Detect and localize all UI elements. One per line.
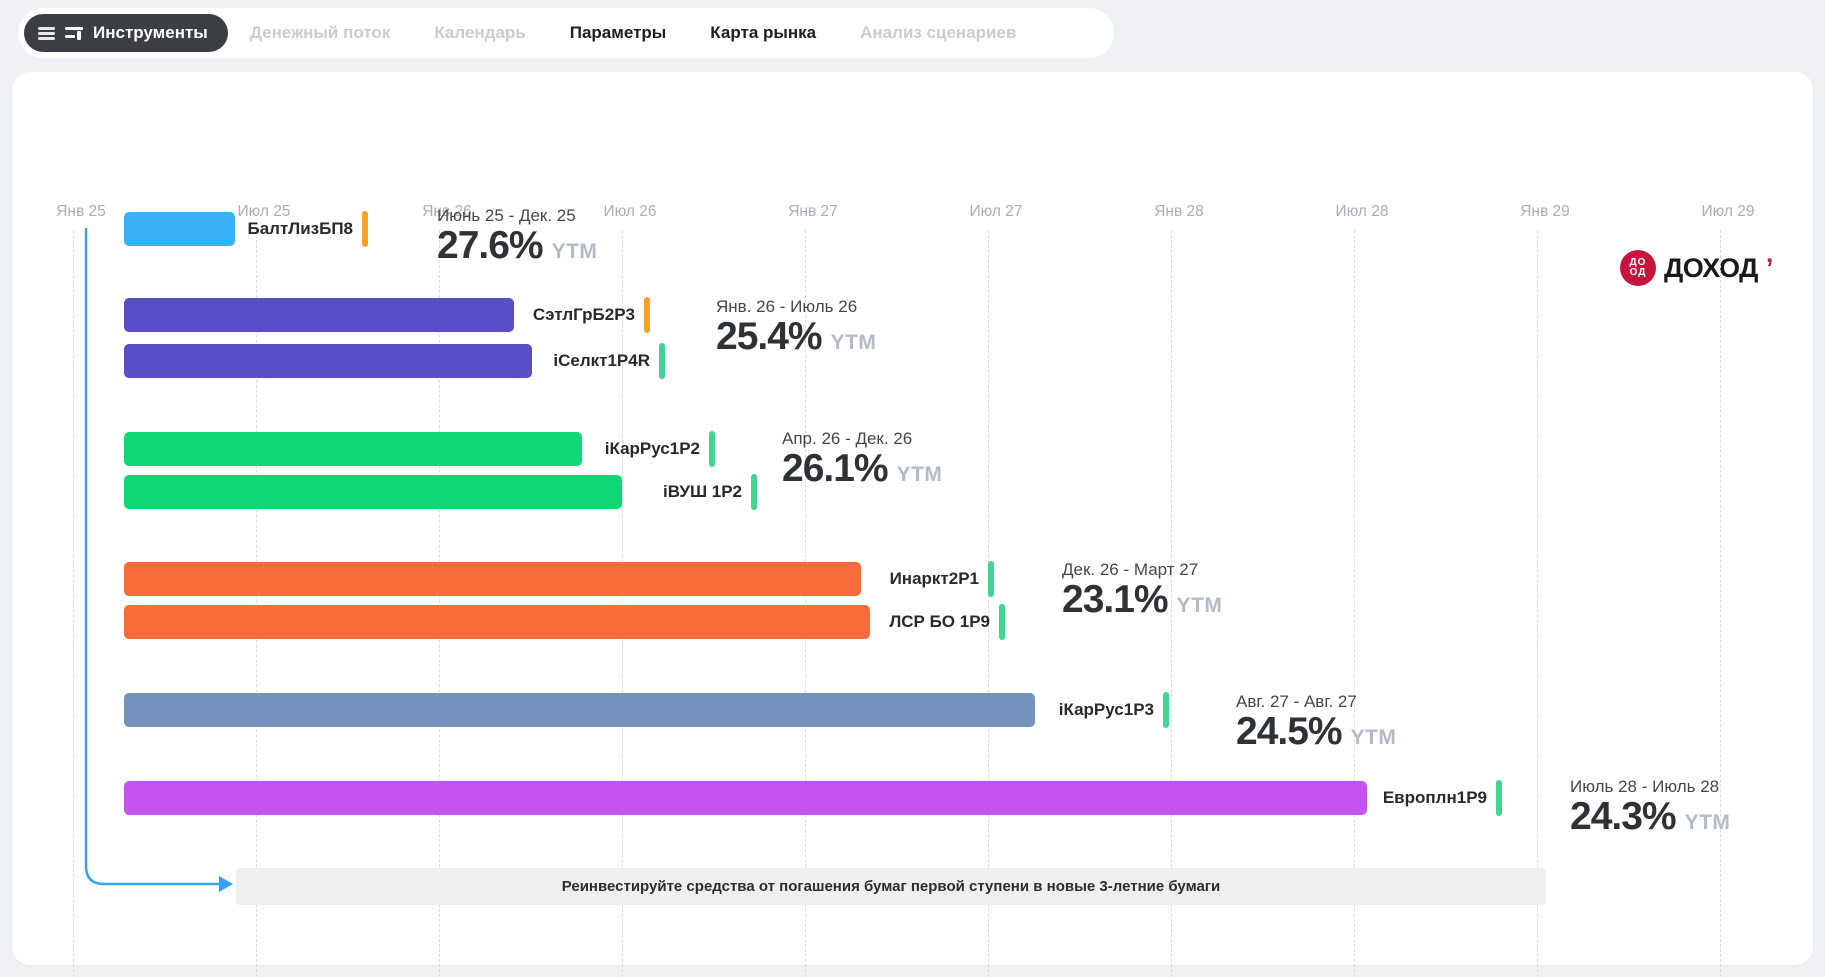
maturity-tick [1163,692,1169,728]
gridline [805,230,806,977]
top-nav: Инструменты Денежный поток Календарь Парам… [18,8,1114,58]
maturity-tick [999,604,1005,640]
bond-bar[interactable] [124,562,861,596]
bond-label: Инаркт2Р1 [889,569,979,588]
gridline [73,230,74,977]
gridline [439,230,440,977]
annotation-ytm-value: 27.6% [437,224,544,267]
maturity-tick [362,211,368,247]
annotation-ytm-value: 26.1% [782,447,889,490]
bond-bar[interactable] [124,432,582,466]
annotation-ytm-unit: YTM [1684,811,1731,834]
bond-label: iВУШ 1Р2 [663,482,742,501]
maturity-tick [1496,780,1502,816]
annotation-date-range: Янв. 26 - Июль 26 [716,297,858,316]
gridline [1720,230,1721,977]
bond-bar[interactable] [124,475,622,509]
bond-bar[interactable] [124,693,1035,727]
annotation-ytm-unit: YTM [1176,594,1223,617]
maturity-tick [644,297,650,333]
ytm-annotation: Янв. 26 - Июль 26 25.4% YTM [716,296,876,357]
bond-bar[interactable] [124,212,235,246]
ytm-annotation: Авг. 27 - Авг. 27 24.5% YTM [1236,691,1396,752]
annotation-ytm-unit: YTM [551,240,598,263]
bond-ladder-chart: ДО ОД ДОХОД ’ Янв 25 Июл 25 Янв 26 Июл 26 Янв… [12,72,1813,977]
nav-tab-2[interactable]: Календарь [434,23,526,42]
maturity-tick [709,431,715,467]
bond-label: Европлн1Р9 [1382,788,1487,807]
bond-bar[interactable] [124,298,514,332]
maturity-tick [988,561,994,597]
nav-tab-5[interactable]: Анализ сценариев [860,23,1017,42]
reinvest-note: Реинвестируйте средства от погашения бум… [236,868,1546,905]
axis-tick-label: Июл 27 [969,203,1023,220]
chart-card: ДО ОД ДОХОД ’ Янв 25 Июл 25 Янв 26 Июл 26 Янв… [12,72,1813,977]
gridline [1537,230,1538,977]
ytm-annotation: Апр. 26 - Дек. 26 26.1% YTM [782,428,942,489]
gridline [1171,230,1172,977]
axis-tick-label: Янв 28 [1154,203,1204,220]
annotation-date-range: Авг. 27 - Авг. 27 [1236,692,1357,711]
axis-tick-label: Янв 29 [1520,203,1570,220]
bond-bar[interactable] [124,605,870,639]
annotation-date-range: Апр. 26 - Дек. 26 [782,429,913,448]
ytm-annotation: Июнь 25 - Дек. 25 27.6% YTM [437,205,597,266]
axis-tick-label: Июл 29 [1701,203,1755,220]
dohod-wordmark-accent: ’ [1765,252,1774,283]
instruments-button-label: Инструменты [93,23,208,42]
nav-tabs: Денежный поток Календарь Параметры Карта ры… [250,23,1017,43]
axis-tick-label: Янв 27 [788,203,838,220]
nav-tab-4[interactable]: Карта рынка [710,23,817,42]
maturity-tick [751,474,757,510]
gridline [256,230,257,977]
annotation-date-range: Дек. 26 - Март 27 [1062,560,1199,579]
annotation-ytm-unit: YTM [830,331,877,354]
bond-label: СэтлГрБ2Р3 [532,305,635,324]
bond-label: iСелкт1P4R [553,351,650,370]
bond-label: iКарРус1Р3 [1058,700,1154,719]
axis-tick-label: Июл 25 [237,203,291,220]
nav-tab-3[interactable]: Параметры [569,23,667,42]
ytm-annotation: Июль 28 - Июль 28 24.3% YTM [1570,776,1730,837]
gridline [622,230,623,977]
gridline [1354,230,1355,977]
annotation-ytm-value: 23.1% [1062,578,1169,621]
dohod-wordmark: ДОХОД [1664,252,1758,283]
bond-bar[interactable] [124,344,532,378]
maturity-tick [659,343,665,379]
axis-tick-label: Июл 28 [1335,203,1389,220]
gantt-chart-icon [65,26,83,40]
annotation-ytm-value: 24.3% [1570,795,1677,838]
annotation-date-range: Июнь 25 - Дек. 25 [437,206,576,225]
hamburger-icon [38,26,55,40]
annotation-date-range: Июль 28 - Июль 28 [1570,777,1720,796]
reinvest-note-text: Реинвестируйте средства от погашения бум… [561,878,1221,895]
ytm-annotation: Дек. 26 - Март 27 23.1% YTM [1062,559,1222,620]
bond-bar[interactable] [124,781,1367,815]
nav-tab-1[interactable]: Денежный поток [249,23,391,42]
axis-tick-label: Янв 26 [422,203,472,220]
dohod-logo-icon: ДО ОД [1620,250,1656,286]
bond-label: iКарРус1Р2 [604,439,700,458]
bond-label: ЛСР БО 1Р9 [889,612,990,631]
gridline [988,230,989,977]
annotation-ytm-value: 25.4% [716,315,823,358]
bond-label: БалтЛизБП8 [247,219,353,238]
instruments-menu-button[interactable]: Инструменты [24,14,228,52]
annotation-ytm-unit: YTM [1350,726,1397,749]
axis-tick-label: Янв 25 [56,203,106,220]
dohod-logo: ДО ОД ДОХОД ’ [1620,250,1773,286]
annotation-ytm-unit: YTM [896,463,943,486]
annotation-ytm-value: 24.5% [1236,710,1343,753]
axis-tick-label: Июл 26 [603,203,657,220]
